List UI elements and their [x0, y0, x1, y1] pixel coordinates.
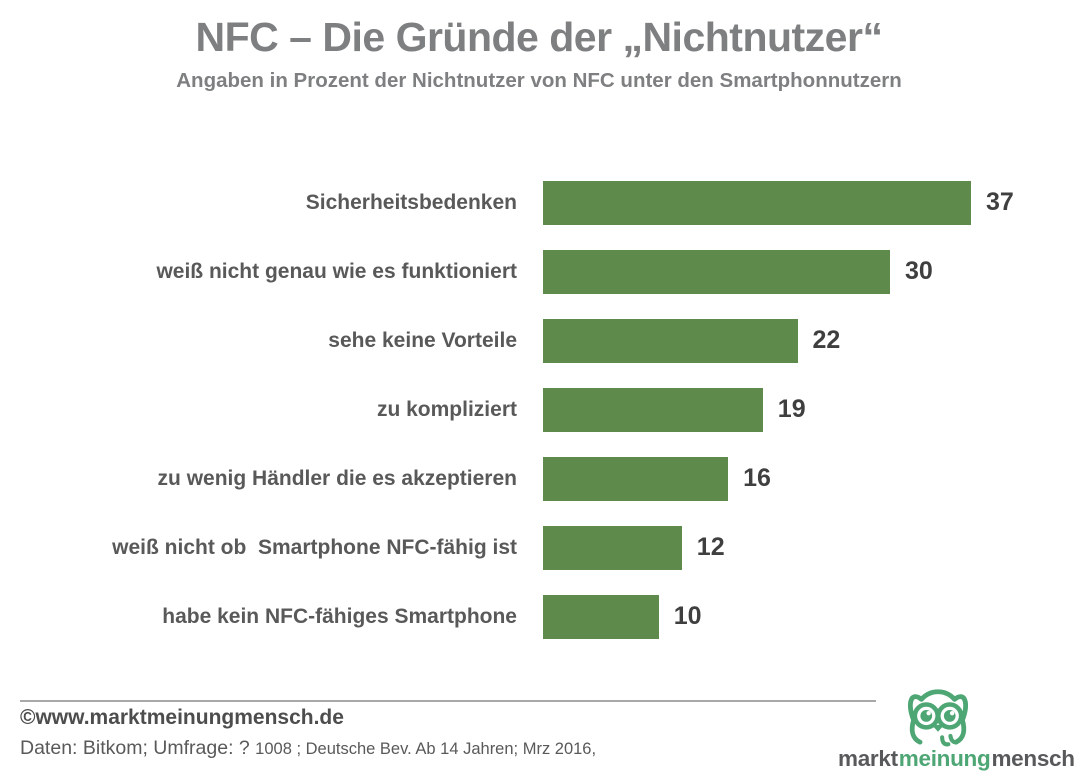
bar-area: 10 — [543, 594, 702, 639]
bar — [543, 525, 682, 570]
value-label: 10 — [673, 602, 702, 630]
bar-area: 30 — [543, 249, 933, 294]
bar — [543, 387, 763, 432]
bar-area: 16 — [543, 456, 771, 501]
marktmeinungmensch-logo: marktmeinungmensch — [838, 688, 1075, 771]
category-label: zu wenig Händler die es akzeptieren — [157, 466, 517, 490]
category-label: habe kein NFC-fähiges Smartphone — [162, 604, 517, 628]
logo-word-markt: markt — [838, 745, 898, 771]
logo-word-mensch: mensch — [991, 745, 1075, 771]
bar-area: 12 — [543, 525, 725, 570]
chart-row: weiß nicht ob Smartphone NFC-fähig ist 12 — [0, 513, 1078, 582]
copyright-text: ©www.marktmeinungmensch.de — [20, 706, 344, 729]
bar — [543, 249, 890, 294]
value-label: 19 — [777, 395, 806, 423]
chart-row: Sicherheitsbedenken 37 — [0, 168, 1078, 237]
category-label: weiß nicht genau wie es funktioniert — [156, 259, 517, 283]
chart-row: weiß nicht genau wie es funktioniert 30 — [0, 237, 1078, 306]
bar-chart: Sicherheitsbedenken 37 weiß nicht genau wi… — [0, 168, 1078, 651]
chart-row: habe kein NFC-fähiges Smartphone 10 — [0, 582, 1078, 651]
category-label: zu kompliziert — [376, 397, 517, 421]
bar-area: 19 — [543, 387, 806, 432]
value-label: 16 — [743, 464, 771, 492]
chart-subtitle: Angaben in Prozent der Nichtnutzer von N… — [176, 69, 902, 93]
chart-title: NFC – Die Gründe der „Nichtnutzer“ — [195, 14, 883, 60]
category-label: weiß nicht ob Smartphone NFC-fähig ist — [112, 535, 517, 559]
value-label: 22 — [812, 326, 841, 354]
chart-row: sehe keine Vorteile 22 — [0, 306, 1078, 375]
bar — [543, 318, 798, 363]
category-label: Sicherheitsbedenken — [305, 190, 517, 214]
bar — [543, 594, 659, 639]
bar — [543, 456, 729, 501]
chart-row: zu wenig Händler die es akzeptieren 16 — [0, 444, 1078, 513]
logo-word-meinung: meinung — [898, 745, 991, 771]
source-text: Daten: Bitkom; Umfrage: ? 1008 ; Deutsch… — [20, 737, 596, 760]
chart-row: zu kompliziert 19 — [0, 375, 1078, 444]
bar-area: 37 — [543, 180, 1014, 225]
logo-text: marktmeinungmensch — [838, 745, 1075, 771]
chart-header: NFC – Die Gründe der „Nichtnutzer“ Angab… — [0, 14, 1078, 93]
value-label: 37 — [986, 188, 1014, 216]
owl-icon — [908, 688, 968, 746]
footer-separator — [20, 700, 876, 702]
value-label: 30 — [905, 257, 933, 285]
source-text-primary: Daten: Bitkom; Umfrage: ? — [20, 737, 256, 759]
category-label: sehe keine Vorteile — [328, 328, 517, 352]
bar — [543, 180, 971, 225]
value-label: 12 — [696, 533, 725, 561]
source-text-secondary: 1008 ; Deutsche Bev. Ab 14 Jahren; Mrz 2… — [255, 740, 597, 758]
bar-area: 22 — [543, 318, 841, 363]
